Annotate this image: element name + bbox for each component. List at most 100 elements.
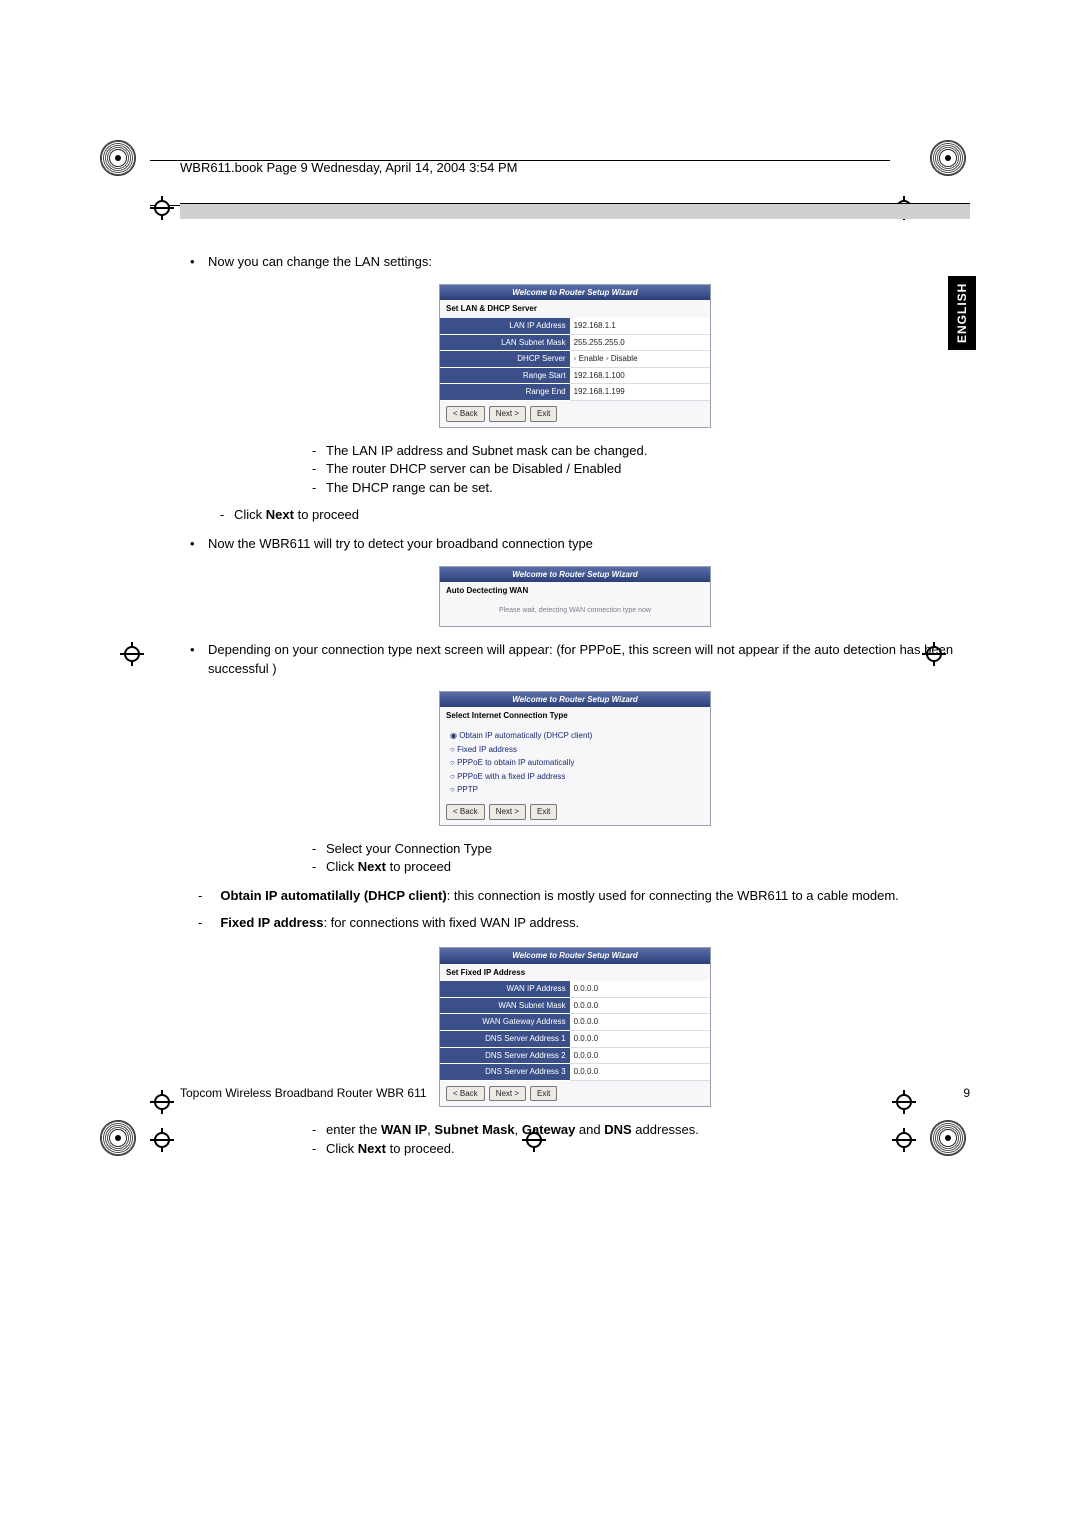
shot1-row-value: ◦ Enable ◦ Disable <box>570 351 710 368</box>
shot1-exit-button: Exit <box>530 406 557 422</box>
radio-option: ◉ Obtain IP automatically (DHCP client) <box>450 729 700 743</box>
shot4-row-label: WAN Subnet Mask <box>440 997 570 1014</box>
dash-line: The DHCP range can be set. <box>290 479 970 498</box>
shot4-row-value: 0.0.0.0 <box>570 981 710 997</box>
reg-mark-top-left <box>100 140 136 176</box>
click-next-line: Click Next to proceed <box>198 506 970 525</box>
text: to proceed <box>386 859 451 874</box>
text: : this connection is mostly used for con… <box>447 888 899 903</box>
bold: WAN IP <box>381 1122 427 1137</box>
running-head: WBR611.book Page 9 Wednesday, April 14, … <box>180 160 970 175</box>
bold: Obtain IP automatilally (DHCP client) <box>220 888 446 903</box>
shot4-row-value: 0.0.0.0 <box>570 1047 710 1064</box>
obtain-ip-line: - Obtain IP automatilally (DHCP client):… <box>198 887 970 906</box>
bullet-lan-settings: Now you can change the LAN settings: <box>180 253 970 272</box>
radio-option: ○ PPTP <box>450 783 700 797</box>
dash-line: The router DHCP server can be Disabled /… <box>290 460 970 479</box>
bullet-depending: Depending on your connection type next s… <box>180 641 970 679</box>
radio-option: ○ PPPoE with a fixed IP address <box>450 770 700 784</box>
language-tab: ENGLISH <box>948 276 976 350</box>
text: Click <box>326 1141 358 1156</box>
fixed-ip-line: - Fixed IP address: for connections with… <box>198 914 970 933</box>
screenshot-select-connection: Welcome to Router Setup Wizard Select In… <box>439 691 711 826</box>
dash: - <box>198 887 202 906</box>
bullet-detect: Now the WBR611 will try to detect your b… <box>180 535 970 554</box>
bold-next: Next <box>266 507 294 522</box>
shot1-next-button: Next > <box>489 406 526 422</box>
shot4-row-value: 0.0.0.0 <box>570 1064 710 1081</box>
shot3-section: Select Internet Connection Type <box>440 707 710 725</box>
text: addresses. <box>632 1122 699 1137</box>
shot3-title: Welcome to Router Setup Wizard <box>440 692 710 708</box>
bold: DNS <box>604 1122 631 1137</box>
bold-next: Next <box>358 1141 386 1156</box>
text: to proceed. <box>386 1141 455 1156</box>
crosshair-mid-left <box>120 642 144 666</box>
shot3-back-button: < Back <box>446 804 485 820</box>
shot4-row-label: DNS Server Address 3 <box>440 1064 570 1081</box>
text: : for connections with fixed WAN IP addr… <box>323 915 579 930</box>
screenshot-lan-dhcp: Welcome to Router Setup Wizard Set LAN &… <box>439 284 711 428</box>
text: , <box>515 1122 522 1137</box>
shot4-row-label: DNS Server Address 2 <box>440 1047 570 1064</box>
radio-option: ○ PPPoE to obtain IP automatically <box>450 756 700 770</box>
shot1-row-label: Range End <box>440 384 570 401</box>
bold: Subnet Mask <box>434 1122 514 1137</box>
click-next-line: Click Next to proceed. <box>290 1140 970 1159</box>
shot1-back-button: < Back <box>446 406 485 422</box>
shot4-row-value: 0.0.0.0 <box>570 1014 710 1031</box>
option-label: PPPoE with a fixed IP address <box>457 772 565 781</box>
shot1-row-label: Range Start <box>440 367 570 384</box>
enter-addresses-line: enter the WAN IP, Subnet Mask, Gateway a… <box>290 1121 970 1140</box>
shot1-row-value: 255.255.255.0 <box>570 334 710 351</box>
shot1-form: LAN IP Address192.168.1.1 LAN Subnet Mas… <box>440 318 710 401</box>
shot4-title: Welcome to Router Setup Wizard <box>440 948 710 964</box>
text: Click <box>326 859 358 874</box>
crosshair-bot-left <box>150 1090 174 1114</box>
shot4-row-label: DNS Server Address 1 <box>440 1030 570 1047</box>
shot1-row-value: 192.168.1.100 <box>570 367 710 384</box>
text: to proceed <box>294 507 359 522</box>
text: enter the <box>326 1122 381 1137</box>
shot1-row-label: DHCP Server <box>440 351 570 368</box>
click-next-line: Click Next to proceed <box>290 858 970 877</box>
crosshair-far-bot-left <box>150 1128 174 1152</box>
radio-option: ○ Fixed IP address <box>450 743 700 757</box>
shot1-section: Set LAN & DHCP Server <box>440 300 710 318</box>
shot2-section: Auto Dectecting WAN <box>440 582 710 600</box>
option-label: PPPoE to obtain IP automatically <box>457 758 574 767</box>
shot4-row-value: 0.0.0.0 <box>570 1030 710 1047</box>
bold: Fixed IP address <box>220 915 323 930</box>
dash: - <box>198 914 202 933</box>
bold-next: Next <box>358 859 386 874</box>
option-label: Fixed IP address <box>457 745 517 754</box>
shot1-row-value: 192.168.1.199 <box>570 384 710 401</box>
bold: Gateway <box>522 1122 575 1137</box>
dash-line: The LAN IP address and Subnet mask can b… <box>290 442 970 461</box>
footer-page-number: 9 <box>963 1086 970 1100</box>
shot1-row-value: 192.168.1.1 <box>570 318 710 334</box>
screenshot-auto-detect: Welcome to Router Setup Wizard Auto Dect… <box>439 566 711 627</box>
shot1-row-label: LAN IP Address <box>440 318 570 334</box>
shot1-title: Welcome to Router Setup Wizard <box>440 285 710 301</box>
shot4-row-label: WAN IP Address <box>440 981 570 997</box>
option-label: PPTP <box>457 785 478 794</box>
page-footer: Topcom Wireless Broadband Router WBR 611… <box>180 1086 970 1100</box>
shot3-next-button: Next > <box>489 804 526 820</box>
shot1-row-label: LAN Subnet Mask <box>440 334 570 351</box>
shot4-row-value: 0.0.0.0 <box>570 997 710 1014</box>
shot3-exit-button: Exit <box>530 804 557 820</box>
text: and <box>575 1122 604 1137</box>
footer-product: Topcom Wireless Broadband Router WBR 611 <box>180 1086 427 1100</box>
shot4-form: WAN IP Address0.0.0.0 WAN Subnet Mask0.0… <box>440 981 710 1081</box>
page-body: WBR611.book Page 9 Wednesday, April 14, … <box>180 160 970 1159</box>
shot4-section: Set Fixed IP Address <box>440 964 710 982</box>
reg-mark-bottom-left <box>100 1120 136 1156</box>
shot2-hint: Please wait, detecting WAN connection ty… <box>440 600 710 626</box>
crosshair-top-left <box>150 196 174 220</box>
option-label: Obtain IP automatically (DHCP client) <box>459 731 592 740</box>
text: Click <box>234 507 266 522</box>
screenshot-fixed-ip: Welcome to Router Setup Wizard Set Fixed… <box>439 947 711 1107</box>
shot2-title: Welcome to Router Setup Wizard <box>440 567 710 583</box>
header-band <box>180 203 970 219</box>
